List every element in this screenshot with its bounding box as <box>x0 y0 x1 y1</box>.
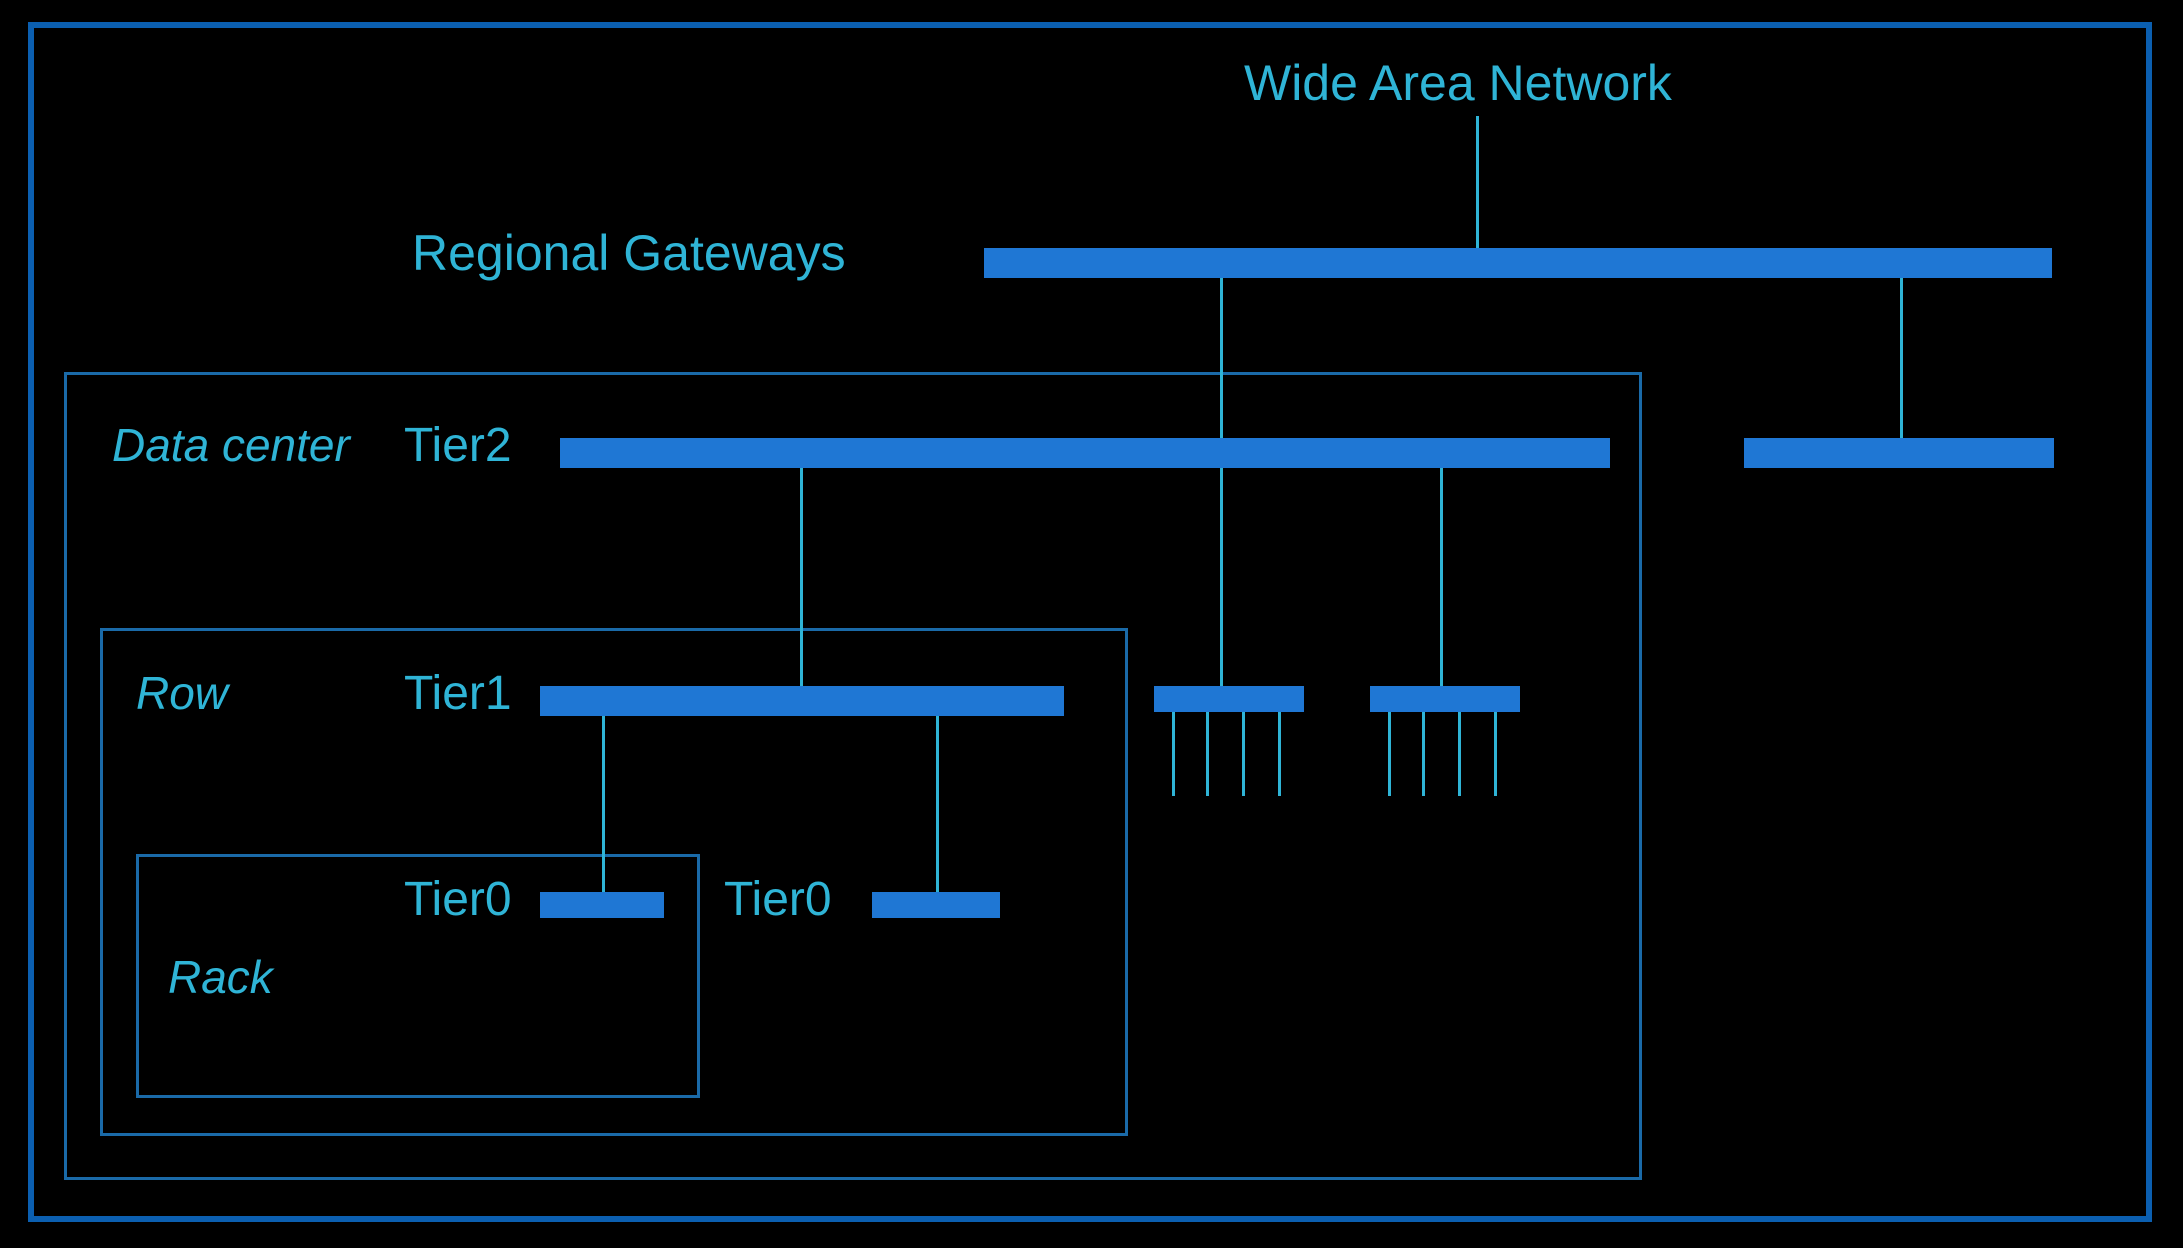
edge-rg-to-dc2 <box>1900 278 1903 438</box>
edge-sb-stub2 <box>1422 712 1425 796</box>
edge-wan-to-rg <box>1476 116 1479 248</box>
edge-tier2-to-sa <box>1220 468 1223 686</box>
label-row: Row <box>136 666 228 720</box>
label-tier0-b: Tier0 <box>724 872 832 927</box>
label-regional-gateways: Regional Gateways <box>412 224 846 282</box>
edge-sa-stub1 <box>1172 712 1175 796</box>
network-hierarchy-diagram: Wide Area Network Regional Gateways Data c… <box>0 0 2183 1248</box>
bar-tier0-a-bar <box>540 892 664 918</box>
label-tier0-a: Tier0 <box>404 872 512 927</box>
edge-tier2-to-tier1 <box>800 468 803 686</box>
bar-tier1-bar <box>540 686 1064 716</box>
bar-regional-gateways-bar <box>984 248 2052 278</box>
label-data-center: Data center <box>112 418 350 472</box>
edge-sb-stub3 <box>1458 712 1461 796</box>
label-tier1: Tier1 <box>404 666 512 721</box>
bar-tier0-b-bar <box>872 892 1000 918</box>
edge-tier1-to-tier0b <box>936 716 939 892</box>
label-rack: Rack <box>168 950 273 1004</box>
edge-tier1-to-tier0a <box>602 716 605 892</box>
bar-tier2-bar <box>560 438 1610 468</box>
edge-sa-stub2 <box>1206 712 1209 796</box>
bar-tier1-sibling-b <box>1370 686 1520 712</box>
edge-sb-stub1 <box>1388 712 1391 796</box>
edge-sb-stub4 <box>1494 712 1497 796</box>
edge-sa-stub3 <box>1242 712 1245 796</box>
edge-sa-stub4 <box>1278 712 1281 796</box>
edge-rg-to-tier2 <box>1220 278 1223 438</box>
bar-dc2-bar <box>1744 438 2054 468</box>
label-tier2: Tier2 <box>404 418 512 473</box>
edge-tier2-to-sb <box>1440 468 1443 686</box>
label-wan: Wide Area Network <box>1244 54 1672 112</box>
bar-tier1-sibling-a <box>1154 686 1304 712</box>
